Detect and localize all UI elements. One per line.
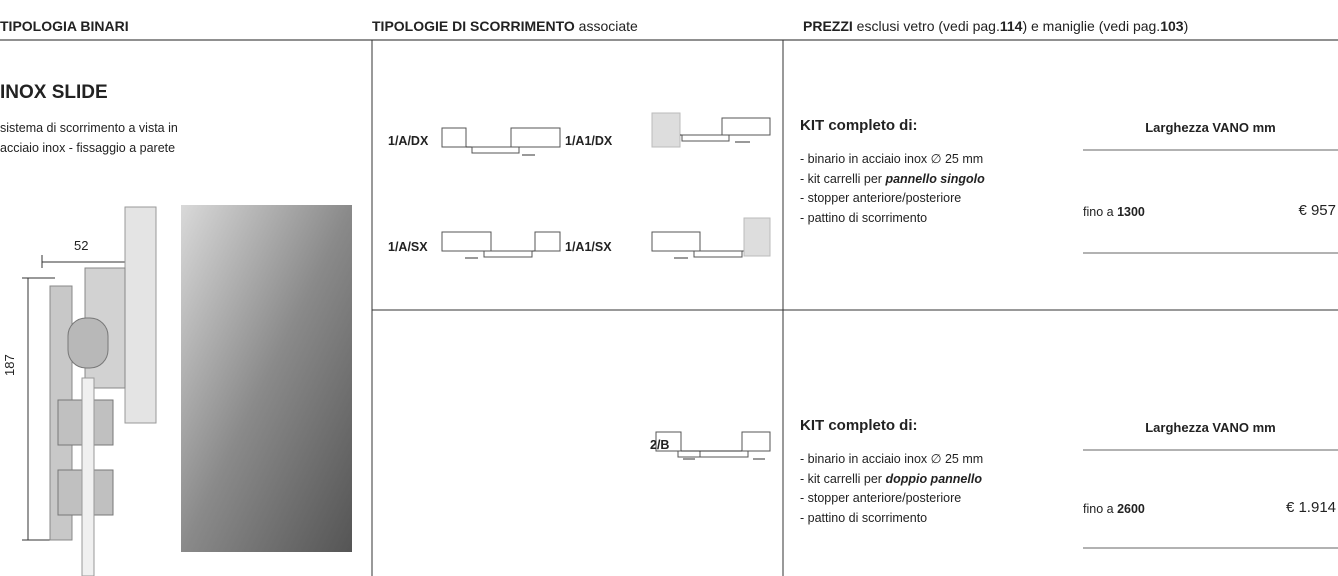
header-part: 114 — [999, 18, 1023, 34]
kit-item: - pattino di scorrimento — [800, 210, 927, 226]
price: € 957 — [1183, 202, 1336, 220]
product-description: sistema di scorrimento a vista in — [0, 120, 178, 136]
kit-item-part: doppio pannello — [885, 471, 982, 486]
kit-item-part: - kit carrelli per — [800, 471, 886, 486]
kit-title: KIT completo di: — [800, 117, 918, 134]
product-description: acciaio inox - fissaggio a parete — [0, 140, 175, 156]
kit-item: - stopper anteriore/posteriore — [800, 490, 961, 506]
size-prefix: fino a — [1083, 205, 1118, 219]
size-label: fino a 1300 — [1083, 204, 1145, 220]
slide-type: 1/A/SX — [388, 239, 428, 255]
dimension-label: 187 — [2, 354, 17, 376]
product-description: acciaio inox - fissaggio a parete — [0, 141, 176, 155]
kit-item-part: - pattino di scorrimento — [800, 510, 928, 525]
header-part: esclusi vetro (vedi pag. — [852, 18, 1000, 34]
size-value: 1300 — [1117, 205, 1145, 219]
size-label: fino a 2600 — [1083, 501, 1145, 517]
kit-item-part: - pattino di scorrimento — [800, 210, 928, 225]
kit-title: KIT completo di: — [800, 417, 918, 435]
price-header: Larghezza VANO mm — [1083, 420, 1338, 436]
product-description: sistema di scorrimento a vista in — [0, 121, 178, 135]
kit-item: - kit carrelli per pannello singolo — [800, 171, 985, 187]
slide-type: 1/A/DX — [388, 133, 428, 149]
kit-title: KIT completo di: — [800, 417, 918, 434]
kit-item: - binario in acciaio inox ∅ 25 mm — [800, 151, 983, 167]
kit-item: - kit carrelli per doppio pannello — [800, 471, 982, 487]
slide-type: 1/A/DX — [388, 134, 429, 148]
kit-item: - binario in acciaio inox ∅ 25 mm — [800, 451, 983, 467]
kit-item-part: - kit carrelli per — [800, 171, 886, 186]
price-header: Larghezza VANO mm — [1145, 120, 1276, 135]
kit-item-part: pannello singolo — [885, 171, 985, 186]
price: € 1.914 — [1183, 499, 1336, 517]
header-part: associate — [574, 18, 638, 34]
header-label: TIPOLOGIE DI SCORRIMENTO associate — [372, 18, 638, 34]
slide-type: 2/B — [650, 438, 670, 452]
price-header: Larghezza VANO mm — [1083, 120, 1338, 136]
slide-type: 1/A1/SX — [565, 240, 612, 254]
slide-type: 1/A1/SX — [565, 239, 612, 255]
slide-type: 2/B — [650, 437, 669, 453]
header-part: ) e maniglie (vedi pag. — [1022, 18, 1161, 34]
slide-type: 1/A1/DX — [565, 133, 612, 149]
kit-item: - stopper anteriore/posteriore — [800, 190, 961, 206]
kit-item-part: - binario in acciaio inox ∅ 25 mm — [800, 152, 984, 166]
header-part: 103 — [1160, 18, 1184, 34]
kit-item-part: - stopper anteriore/posteriore — [800, 491, 962, 505]
price-header: Larghezza VANO mm — [1145, 420, 1276, 435]
product-title: INOX SLIDE — [0, 82, 108, 103]
kit-item: - pattino di scorrimento — [800, 510, 927, 526]
header-label: PREZZI esclusi vetro (vedi pag.114) e ma… — [803, 18, 1188, 34]
header-part: PREZZI — [803, 18, 853, 34]
price: € 957 — [1298, 202, 1336, 219]
header-part: TIPOLOGIE DI SCORRIMENTO — [372, 18, 575, 34]
header-part: ) — [1183, 18, 1189, 34]
product-photo — [181, 205, 352, 552]
slide-type: 1/A/SX — [388, 240, 428, 254]
size-prefix: fino a — [1083, 502, 1118, 516]
header-label: TIPOLOGIA BINARI — [0, 18, 129, 34]
header-label: TIPOLOGIA BINARI — [0, 18, 129, 34]
sliding-diagrams — [441, 112, 771, 460]
kit-item-part: - binario in acciaio inox ∅ 25 mm — [800, 452, 984, 466]
technical-drawing — [22, 206, 157, 576]
dimension-label: 52 — [74, 238, 89, 253]
dimension-label: 187 — [2, 354, 18, 376]
kit-title: KIT completo di: — [800, 117, 918, 135]
dimension-label: 52 — [74, 238, 88, 254]
product-title: INOX SLIDE — [0, 82, 108, 104]
size-value: 2600 — [1117, 502, 1145, 516]
kit-item-part: - stopper anteriore/posteriore — [800, 191, 962, 205]
price: € 1.914 — [1285, 499, 1336, 516]
slide-type: 1/A1/DX — [565, 134, 613, 148]
